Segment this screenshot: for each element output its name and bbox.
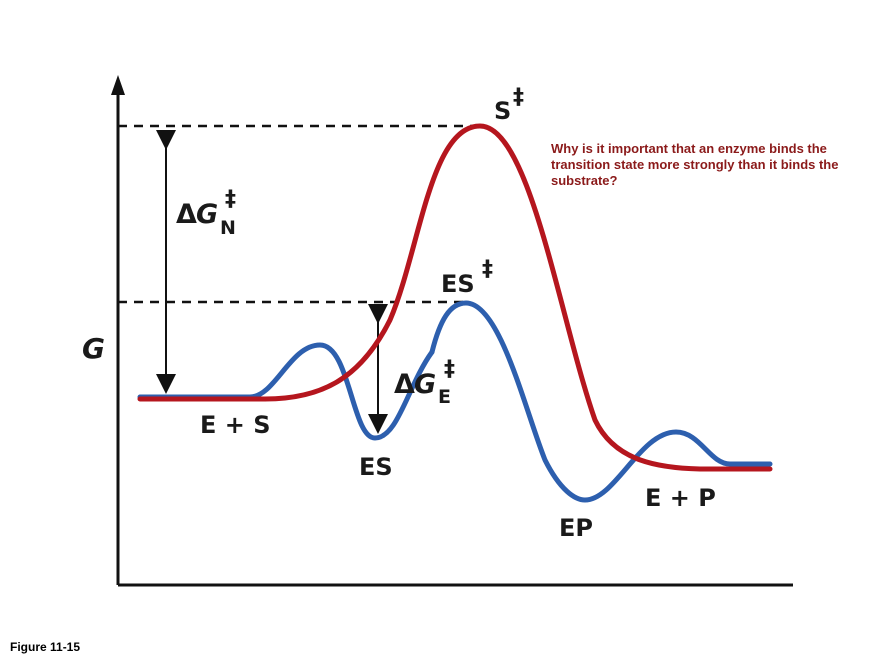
catalyzed-reaction-curve	[137, 342, 435, 441]
delta-g-n-dagger: ‡	[225, 187, 236, 212]
delta-g-e-delta: Δ	[394, 369, 415, 400]
es-label: ES	[359, 453, 393, 481]
es-transition-label: ES	[441, 270, 475, 298]
delta-g-e-subscript: E	[438, 386, 451, 408]
delta-g-e-letter: G	[414, 369, 436, 400]
e-plus-p-label: E + P	[645, 484, 716, 512]
figure-caption: Figure 11-15	[10, 640, 81, 654]
y-axis-label: G	[82, 332, 105, 365]
uncatalyzed-reaction-curve	[137, 123, 773, 472]
s-transition-label: S	[494, 97, 511, 125]
delta-g-n-subscript: N	[220, 217, 236, 239]
es-transition-dagger: ‡	[482, 257, 493, 282]
delta-g-n-letter: G	[196, 199, 218, 230]
ep-label: EP	[559, 514, 593, 542]
s-transition-dagger: ‡	[513, 85, 524, 110]
discussion-question: Why is it important that an enzyme binds…	[551, 141, 839, 188]
delta-g-n-delta: Δ	[176, 199, 197, 230]
y-axis-arrowhead	[111, 75, 125, 95]
catalyzed-reaction-curve-continued	[429, 300, 773, 503]
delta-g-e-dagger: ‡	[444, 357, 455, 382]
e-plus-s-label: E + S	[200, 411, 271, 439]
